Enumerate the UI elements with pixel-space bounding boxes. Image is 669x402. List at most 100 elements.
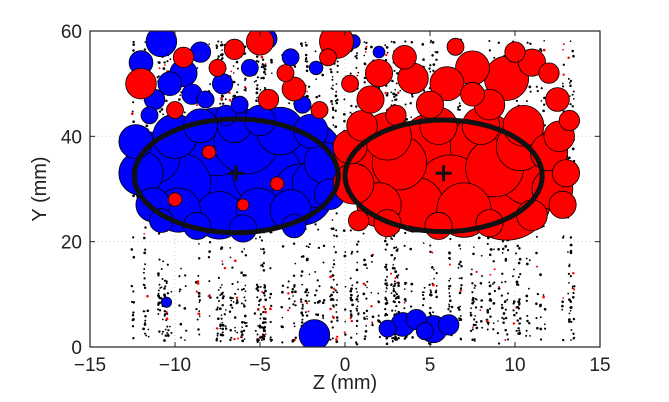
- background-point: [281, 290, 284, 294]
- background-point: [163, 287, 166, 290]
- background-point: [165, 310, 168, 314]
- background-point: [391, 337, 394, 340]
- background-point: [457, 306, 460, 310]
- background-point: [222, 295, 225, 298]
- background-point: [435, 289, 438, 292]
- right-cluster-point: [424, 211, 453, 240]
- background-point: [492, 302, 496, 305]
- background-point: [356, 309, 359, 312]
- background-point: [256, 333, 259, 336]
- background-point: [458, 108, 461, 111]
- background-point: [493, 248, 495, 251]
- background-point: [231, 266, 234, 269]
- background-point: [157, 274, 160, 277]
- background-point: [132, 49, 135, 52]
- background-point: [263, 294, 266, 297]
- x-axis-title: Z (mm): [313, 372, 377, 394]
- background-point: [332, 316, 335, 319]
- background-point: [529, 42, 532, 46]
- background-point: [385, 337, 389, 340]
- background-point: [308, 273, 311, 276]
- background-point: [254, 329, 257, 332]
- background-point: [260, 264, 262, 267]
- background-point: [207, 256, 211, 259]
- background-point: [300, 274, 303, 277]
- background-point: [435, 271, 438, 275]
- background-point: [492, 328, 495, 331]
- background-point: [259, 298, 262, 302]
- background-point: [569, 103, 572, 106]
- background-point: [432, 63, 436, 66]
- background-point: [163, 294, 166, 297]
- background-point: [255, 59, 258, 63]
- background-point: [331, 78, 334, 81]
- background-point: [572, 317, 576, 321]
- background-point: [394, 336, 398, 339]
- background-point: [255, 237, 257, 240]
- background-point: [363, 76, 367, 80]
- background-point: [459, 338, 463, 341]
- background-point: [489, 248, 493, 251]
- background-point: [264, 333, 267, 336]
- background-point: [377, 300, 381, 304]
- background-point: [525, 334, 528, 337]
- background-point: [219, 43, 223, 47]
- background-point: [448, 256, 451, 259]
- background-point: [569, 236, 573, 239]
- right-cluster-point: [223, 38, 246, 61]
- background-point: [314, 294, 317, 297]
- background-point: [157, 312, 160, 315]
- background-point: [291, 290, 294, 294]
- background-point: [393, 258, 396, 261]
- background-point: [262, 305, 266, 309]
- background-point: [572, 98, 575, 100]
- background-point: [292, 242, 296, 245]
- background-point: [471, 291, 474, 294]
- background-point: [183, 307, 187, 310]
- background-point: [572, 288, 576, 291]
- background-point: [403, 301, 406, 304]
- background-point: [307, 291, 310, 294]
- background-point: [385, 286, 388, 289]
- background-point: [146, 309, 150, 313]
- background-point: [219, 333, 223, 336]
- background-point: [261, 265, 264, 268]
- background-point: [334, 289, 337, 292]
- background-point: [409, 305, 413, 308]
- background-point: [244, 274, 247, 277]
- background-point: [244, 299, 247, 302]
- background-point: [262, 269, 266, 272]
- background-point: [132, 311, 135, 314]
- background-point: [291, 287, 295, 291]
- background-point: [561, 85, 565, 88]
- background-point: [397, 296, 400, 300]
- right-cluster-point: [347, 210, 370, 232]
- background-point: [197, 292, 201, 295]
- background-point: [518, 247, 521, 250]
- background-point: [390, 91, 393, 94]
- background-point: [568, 298, 571, 301]
- background-point: [336, 283, 338, 286]
- background-point: [497, 41, 500, 44]
- left-cluster-point: [438, 314, 460, 336]
- background-point: [132, 255, 136, 259]
- background-point: [229, 256, 232, 259]
- background-point: [378, 335, 381, 339]
- background-point: [130, 112, 134, 116]
- background-point: [423, 286, 426, 289]
- background-point: [198, 333, 201, 336]
- background-point: [233, 94, 237, 98]
- background-point: [428, 283, 431, 287]
- background-point: [164, 334, 168, 337]
- background-point: [331, 106, 335, 110]
- background-point: [335, 335, 339, 339]
- background-point: [350, 319, 353, 323]
- background-point: [391, 340, 394, 343]
- background-point: [474, 323, 477, 326]
- background-point: [208, 241, 212, 244]
- background-point: [371, 321, 374, 324]
- background-point: [292, 303, 295, 306]
- background-point: [158, 283, 161, 286]
- right-cluster-point: [460, 81, 485, 107]
- background-point: [355, 324, 358, 328]
